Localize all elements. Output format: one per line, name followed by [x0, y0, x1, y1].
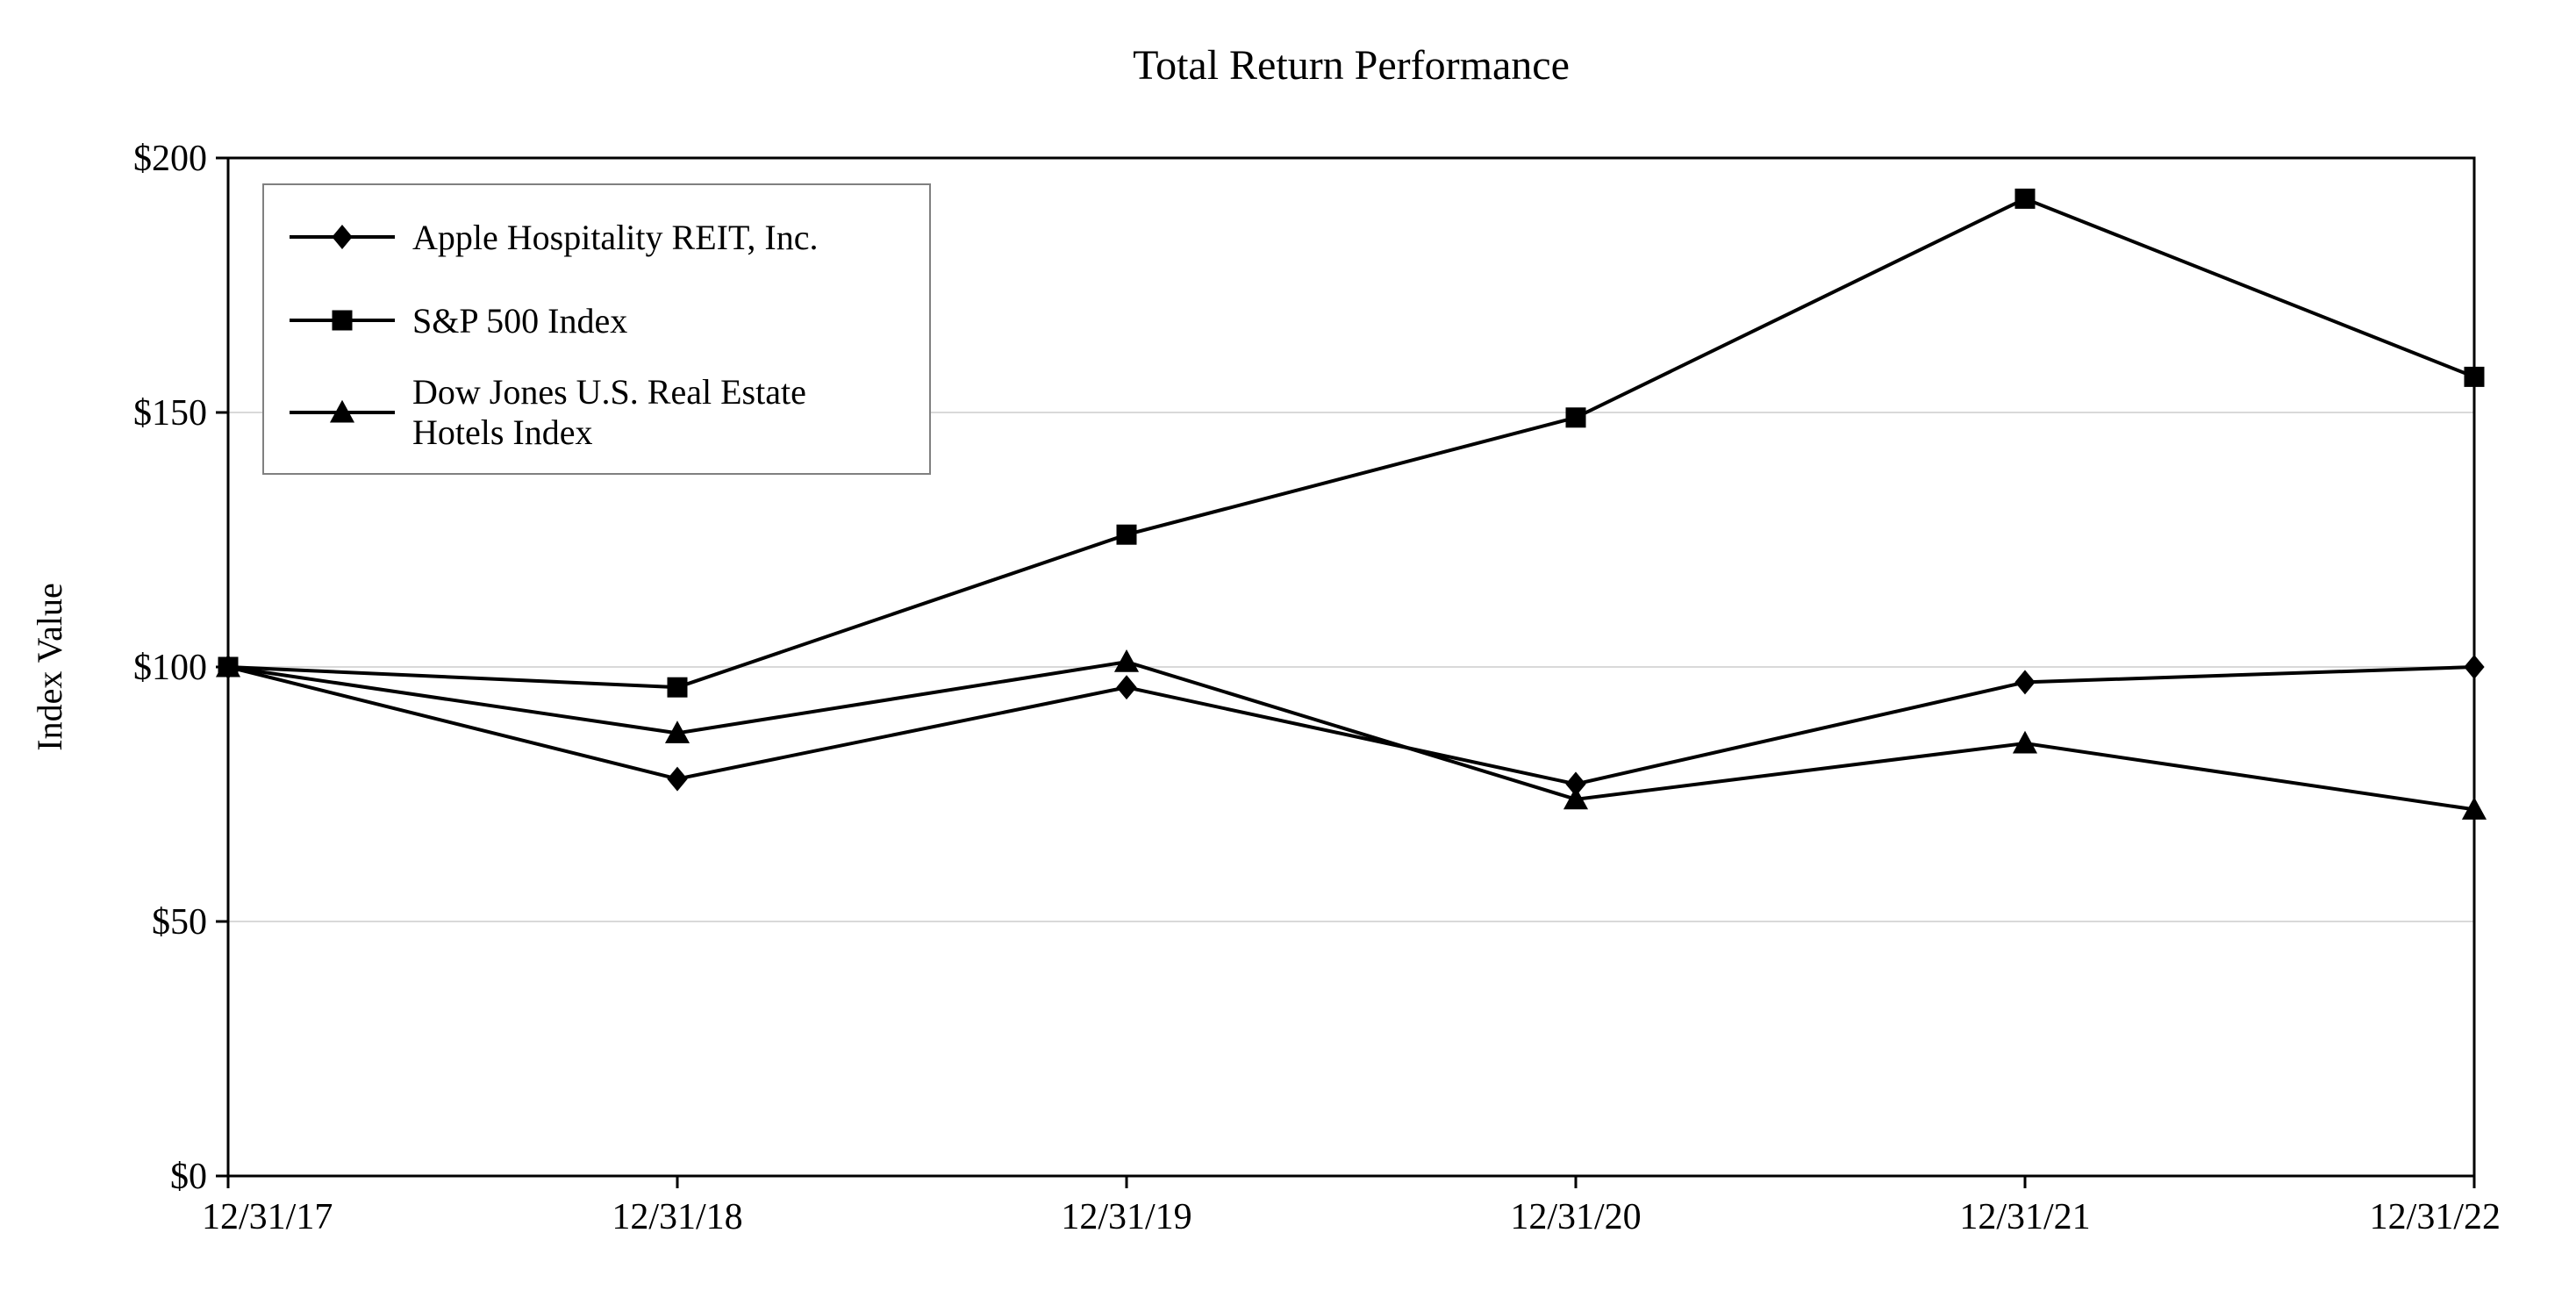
x-tick-label: 12/31/20: [1510, 1197, 1641, 1237]
chart-svg: Total Return Performance $0 $50 $100 $150 $20…: [0, 0, 2576, 1312]
chart-container: Total Return Performance $0 $50 $100 $150 $20…: [0, 0, 2576, 1312]
x-tick-label: 12/31/22: [2370, 1197, 2501, 1237]
marker-triangle-icon: [1115, 650, 1138, 671]
chart-title: Total Return Performance: [1133, 42, 1570, 89]
legend-label: S&P 500 Index: [412, 301, 627, 341]
marker-triangle-icon: [2014, 732, 2036, 753]
y-tick-label: $50: [152, 902, 207, 943]
x-tick-label: 12/31/18: [612, 1197, 742, 1237]
marker-square-icon: [333, 311, 352, 330]
marker-square-icon: [2465, 367, 2484, 386]
y-tick-label: $150: [133, 393, 207, 434]
y-tick-label: $200: [133, 139, 207, 179]
marker-diamond-icon: [2015, 670, 2035, 693]
marker-diamond-icon: [1117, 676, 1136, 699]
marker-diamond-icon: [2465, 656, 2484, 678]
marker-diamond-icon: [668, 767, 687, 790]
y-tick-label: $0: [170, 1157, 207, 1197]
marker-square-icon: [1117, 525, 1136, 544]
x-tick-label: 12/31/21: [1959, 1197, 2090, 1237]
marker-square-icon: [2015, 189, 2035, 208]
x-tick-label: 12/31/17: [202, 1197, 333, 1237]
x-tick-label: 12/31/19: [1061, 1197, 1191, 1237]
marker-square-icon: [1566, 408, 1585, 427]
legend-label: Apple Hospitality REIT, Inc.: [412, 218, 819, 257]
marker-square-icon: [668, 678, 687, 697]
series-line: [228, 667, 2474, 784]
y-tick-label: $100: [133, 648, 207, 688]
y-axis-title: Index Value: [30, 583, 69, 750]
